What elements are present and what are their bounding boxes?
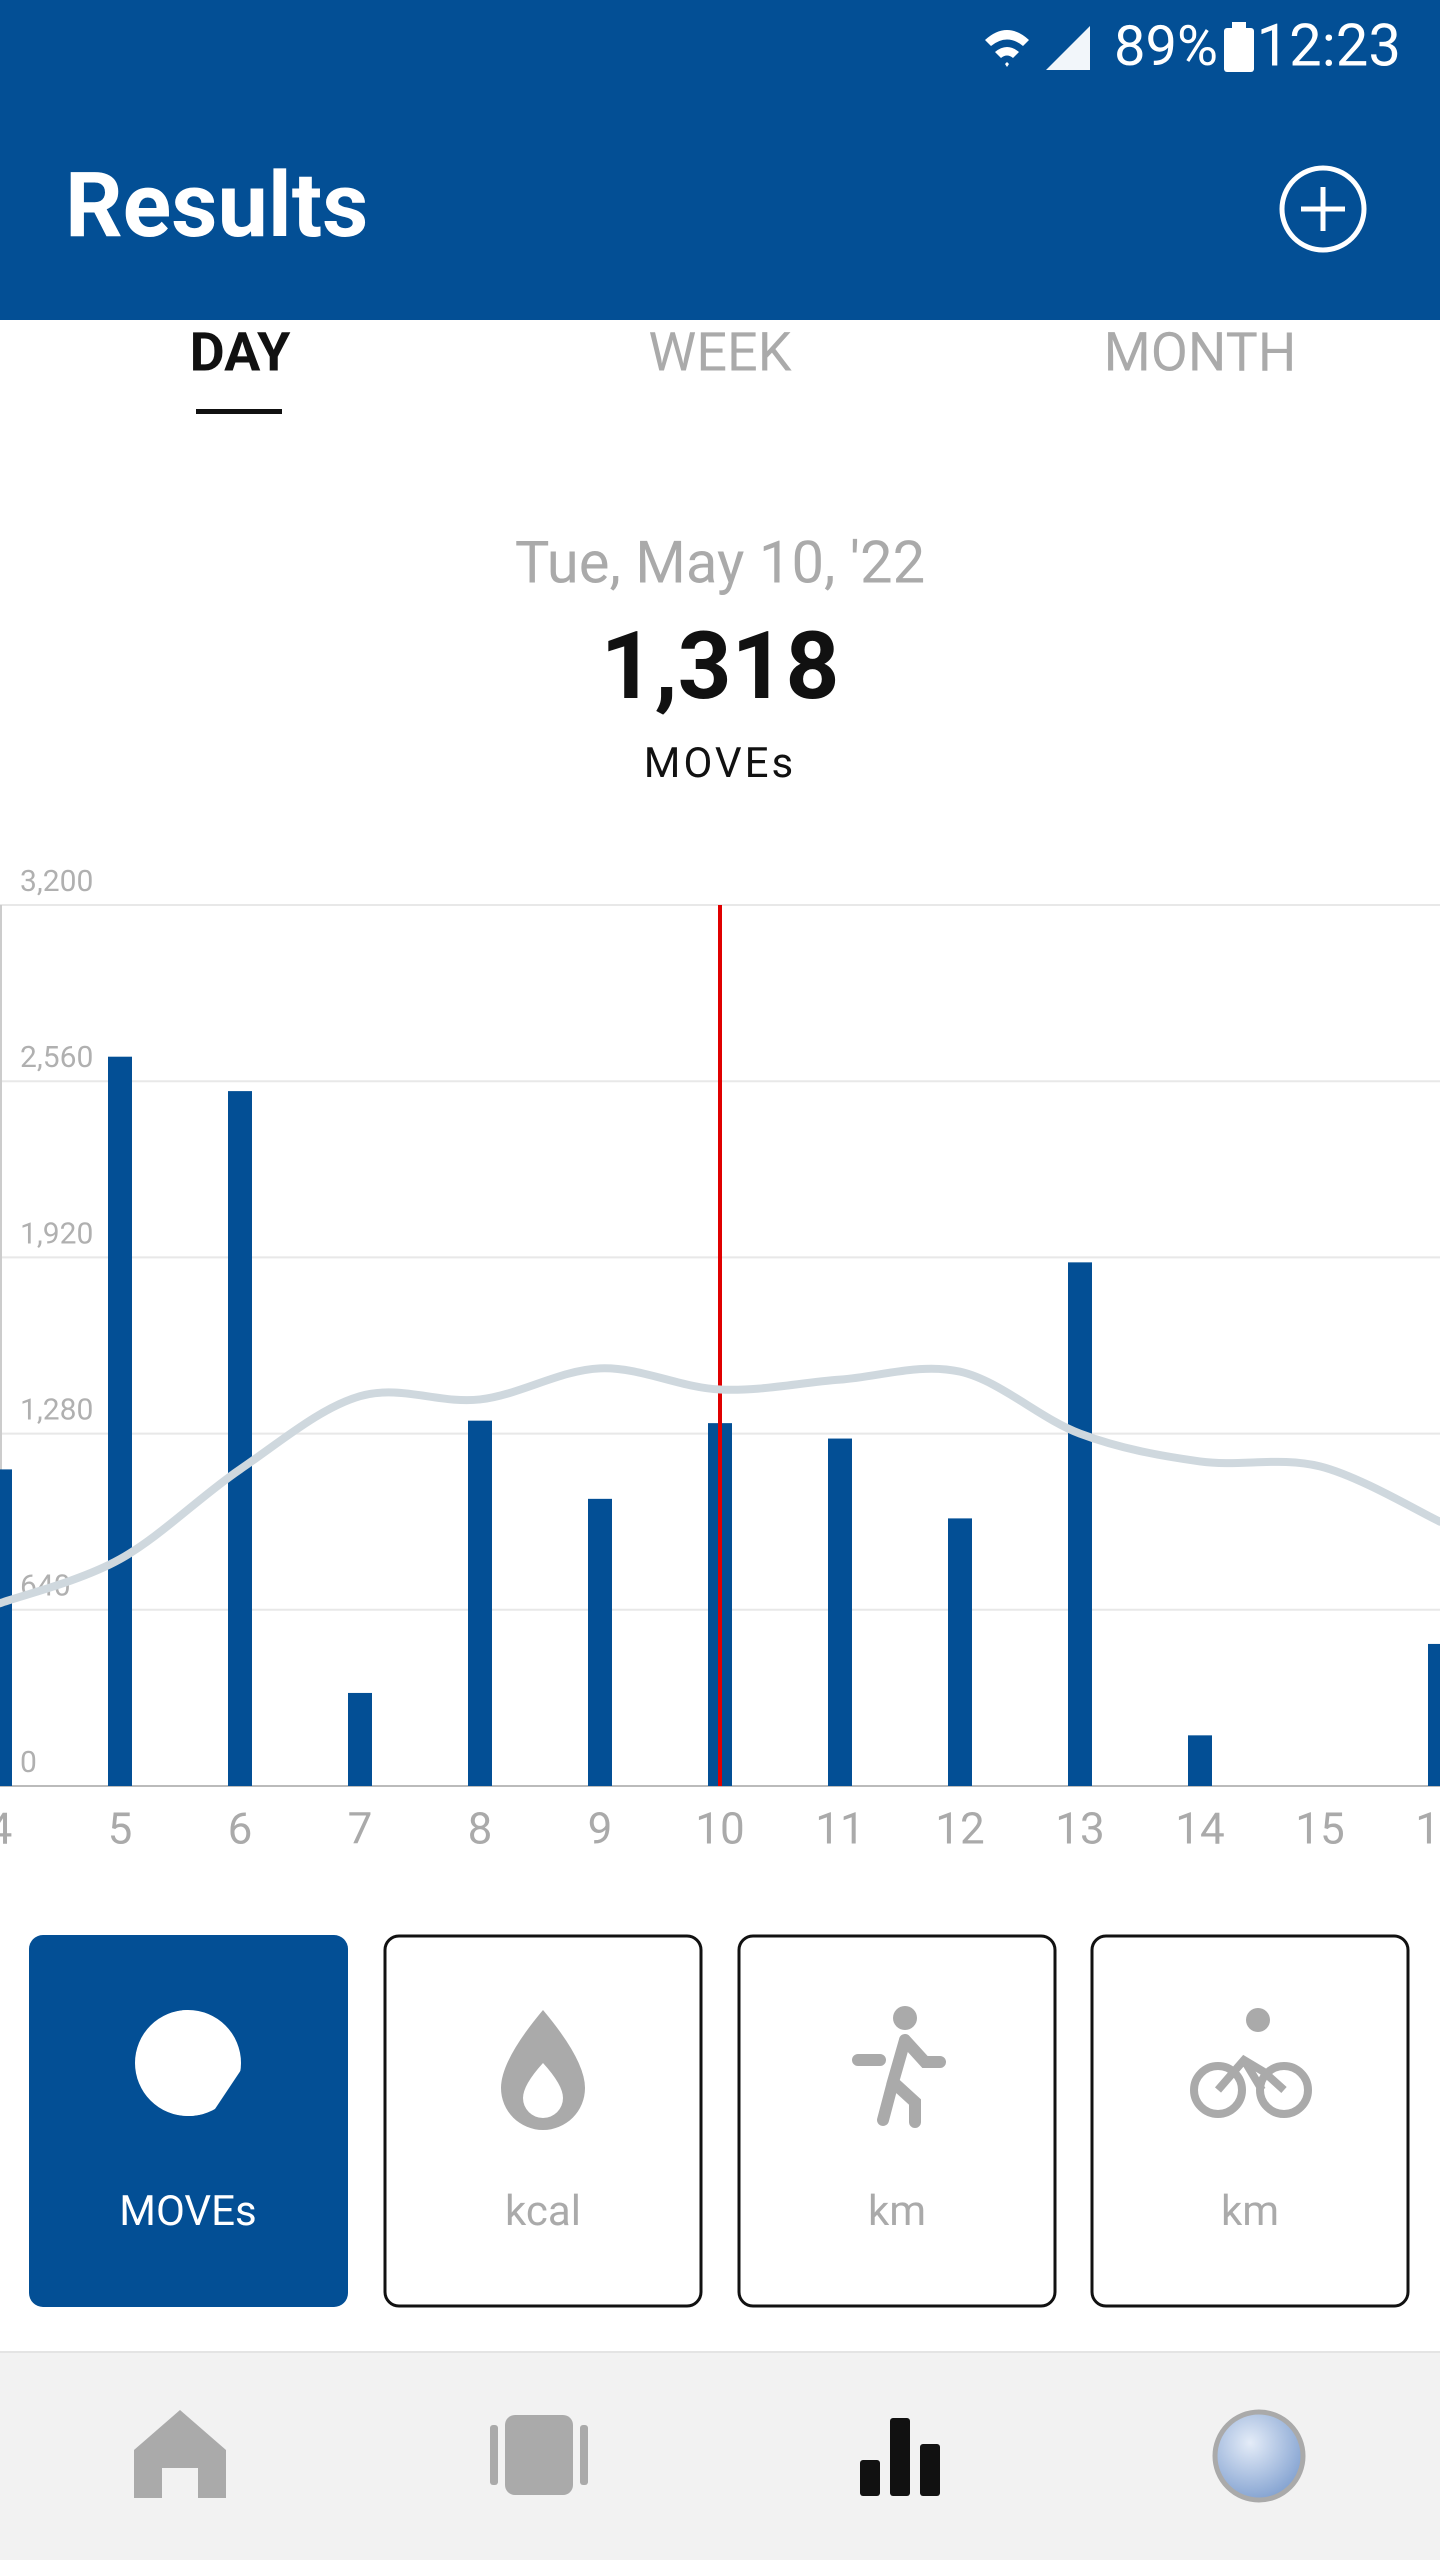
nav-profile[interactable] xyxy=(1212,2409,1306,2503)
unit: MOVEs xyxy=(644,739,796,788)
nav-device[interactable] xyxy=(490,2415,588,2495)
bar xyxy=(228,1091,252,1786)
bar xyxy=(468,1420,492,1786)
x-tick-label: 4 xyxy=(0,1803,12,1855)
bar xyxy=(348,1692,372,1786)
signal-icon xyxy=(1046,26,1090,70)
y-tick-label: 1,920 xyxy=(20,1216,93,1251)
trend-line xyxy=(0,1364,1440,1608)
bar xyxy=(1188,1735,1212,1786)
walk-icon xyxy=(852,2034,946,2128)
x-tick-label: 8 xyxy=(468,1803,493,1855)
metric-button[interactable] xyxy=(1090,1934,1410,2308)
y-tick-label: 3,200 xyxy=(20,864,93,899)
metric-button[interactable] xyxy=(737,1934,1057,2308)
kcal-icon-inner xyxy=(523,2063,563,2118)
total-value: 1,318 xyxy=(601,611,840,721)
x-tick-label: 12 xyxy=(935,1803,984,1855)
x-tick-label: 5 xyxy=(108,1803,133,1855)
bar xyxy=(588,1498,612,1786)
x-tick-label: 10 xyxy=(695,1803,744,1855)
bike-icon xyxy=(1190,2054,1312,2118)
y-tick-label: 0 xyxy=(20,1745,37,1780)
chart: 06401,2801,9202,5603,2004567891011121314… xyxy=(0,864,1440,1855)
metric-label: km xyxy=(868,2187,926,2236)
walk-icon-head xyxy=(893,2006,917,2030)
bottom-nav xyxy=(0,2352,1440,2560)
page-title: Results xyxy=(65,153,368,258)
tab[interactable]: DAY xyxy=(190,321,291,384)
bar xyxy=(948,1518,972,1786)
metric-label: MOVEs xyxy=(119,2187,256,2236)
x-tick-label: 7 xyxy=(348,1803,373,1855)
tab[interactable]: WEEK xyxy=(648,321,791,384)
moves-icon xyxy=(135,2010,241,2116)
battery-tip xyxy=(1232,22,1246,30)
add-button[interactable] xyxy=(1279,165,1367,253)
tab[interactable]: MONTH xyxy=(1104,321,1297,384)
bar xyxy=(1068,1262,1092,1786)
nav-results[interactable] xyxy=(860,2418,940,2496)
x-tick-label: 16 xyxy=(1415,1803,1440,1855)
bar xyxy=(108,1056,132,1786)
wifi-icon xyxy=(985,30,1029,67)
x-tick-label: 13 xyxy=(1055,1803,1104,1855)
bike-icon-head xyxy=(1246,2008,1270,2032)
tab-indicator xyxy=(196,409,282,414)
nav-home[interactable] xyxy=(134,2410,226,2498)
battery-level: 89% xyxy=(1114,13,1218,79)
bar xyxy=(828,1438,852,1786)
clock: 12:23 xyxy=(1257,12,1401,80)
status-icons xyxy=(985,22,1254,72)
moves-icon-cut xyxy=(211,2070,241,2115)
date: Tue, May 10, '22 xyxy=(515,529,925,597)
y-tick-label: 2,560 xyxy=(20,1040,93,1075)
metric-button[interactable] xyxy=(29,1935,348,2307)
x-tick-label: 11 xyxy=(815,1803,864,1855)
battery-icon xyxy=(1224,28,1254,72)
x-tick-label: 15 xyxy=(1295,1803,1344,1855)
bar xyxy=(0,1469,12,1786)
bar xyxy=(1428,1643,1440,1786)
metric-label: km xyxy=(1221,2187,1279,2236)
metric-label: kcal xyxy=(505,2187,581,2236)
x-tick-label: 9 xyxy=(588,1803,613,1855)
x-tick-label: 14 xyxy=(1175,1803,1224,1855)
y-tick-label: 1,280 xyxy=(20,1393,93,1428)
x-tick-label: 6 xyxy=(228,1803,253,1855)
app-bar xyxy=(0,0,1440,320)
